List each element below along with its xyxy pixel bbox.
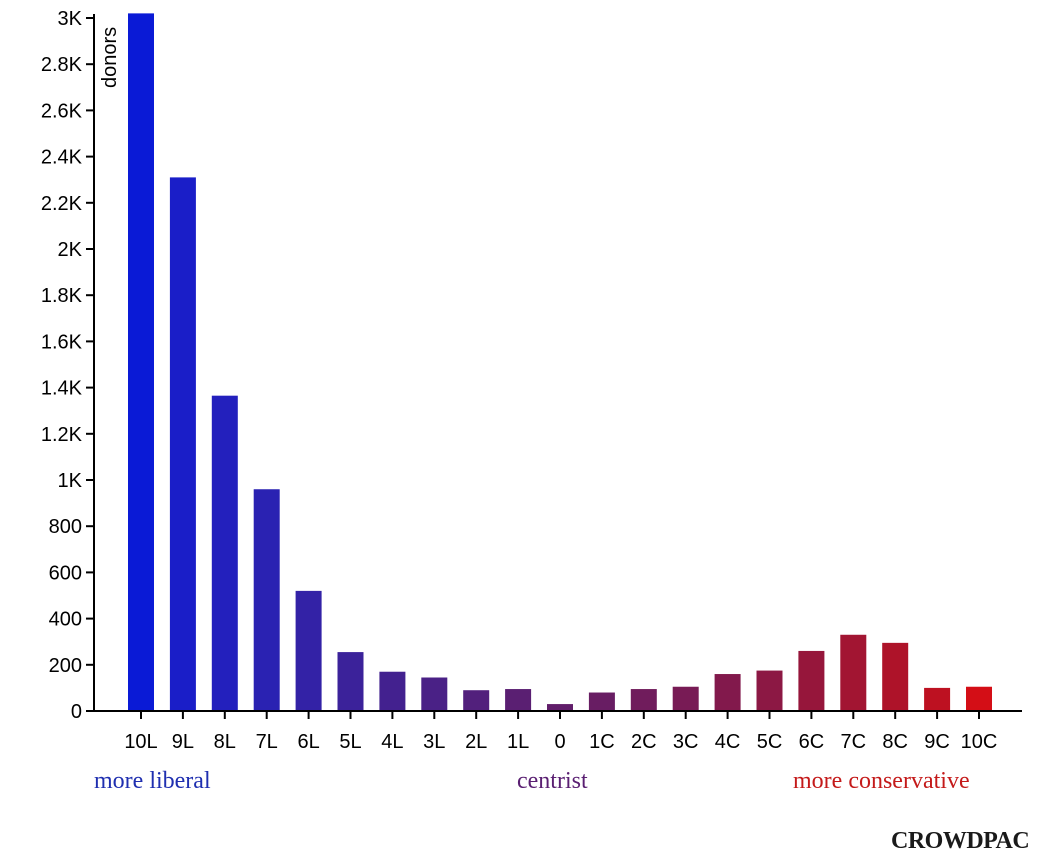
x-tick-label: 8C (882, 731, 908, 753)
y-tick-label: 200 (49, 655, 82, 677)
x-tick-label: 3C (673, 731, 699, 753)
bar-2L (463, 690, 490, 711)
bar-10L (128, 13, 154, 711)
y-tick-label: 400 (49, 609, 82, 631)
y-tick-label: 1.4K (41, 378, 83, 400)
x-tick-label: 4C (715, 731, 741, 753)
x-tick-label: 0 (554, 731, 565, 753)
y-tick-label: 1K (58, 470, 83, 492)
x-tick-label: 8L (214, 731, 236, 753)
bar-3C (672, 686, 699, 711)
bar-6C (798, 650, 825, 711)
x-tick-label: 6C (799, 731, 825, 753)
x-tick-label: 1L (507, 731, 529, 753)
x-tick-label: 6L (297, 731, 319, 753)
bar-4C (714, 674, 741, 711)
x-tick-label: 2L (465, 731, 487, 753)
centrist-label: centrist (517, 768, 588, 794)
bar-6L (295, 590, 322, 711)
x-tick-label: 2C (631, 731, 657, 753)
x-tick-label: 7C (841, 731, 867, 753)
more-liberal-label: more liberal (94, 768, 211, 794)
x-tick-label: 10L (124, 731, 157, 753)
x-tick-label: 1C (589, 731, 615, 753)
bar-5L (337, 652, 364, 711)
bar-3L (421, 677, 448, 711)
x-tick-label: 9L (172, 731, 194, 753)
y-tick-label: 2.8K (41, 54, 83, 76)
bar-1C (588, 692, 615, 711)
bar-9C (924, 687, 951, 711)
bar-1L (505, 689, 532, 711)
x-tick-label: 3L (423, 731, 445, 753)
bar-0 (547, 704, 573, 711)
y-tick-label: 0 (71, 701, 82, 723)
bar-7L (253, 489, 280, 711)
y-axis: 0 200 400 600 800 1K 1.2K 1.4K 1.6K 1.8K 2K 2.2K 2.4… (41, 8, 95, 723)
y-tick-label: 800 (49, 516, 82, 538)
bar-2C (630, 689, 657, 711)
bar-10C (966, 686, 992, 711)
bar-4L (379, 671, 406, 711)
bar-7C (840, 634, 867, 711)
bar-9L (169, 177, 196, 711)
more-conservative-label: more conservative (793, 768, 970, 794)
bar-8C (882, 642, 909, 711)
x-tick-label: 4L (381, 731, 403, 753)
x-axis: 10L 9L 8L 7L 6L 5L 4L 3L 2L 1L 0 1C 2C 3C 4C 5C 6C 7C 8C 9C… (94, 710, 1022, 753)
x-tick-label: 7L (256, 731, 278, 753)
bars (128, 13, 992, 711)
y-tick-label: 2K (58, 239, 83, 261)
y-tick-label: 3K (58, 8, 83, 30)
x-tick-label: 5L (339, 731, 361, 753)
y-tick-label: 2.2K (41, 193, 83, 215)
crowdpac-logo: CROWDPAC (891, 828, 1029, 854)
y-tick-label: 1.6K (41, 331, 83, 353)
x-tick-label: 10C (961, 731, 998, 753)
y-axis-label: donors (99, 27, 121, 88)
y-tick-label: 600 (49, 562, 82, 584)
x-tick-label: 5C (757, 731, 783, 753)
y-tick-label: 2.4K (41, 147, 83, 169)
bar-8L (211, 395, 238, 711)
x-tick-label: 9C (924, 731, 950, 753)
y-tick-label: 2.6K (41, 100, 83, 122)
y-tick-label: 1.8K (41, 285, 83, 307)
bar-5C (756, 670, 783, 711)
y-tick-label: 1.2K (41, 424, 83, 446)
